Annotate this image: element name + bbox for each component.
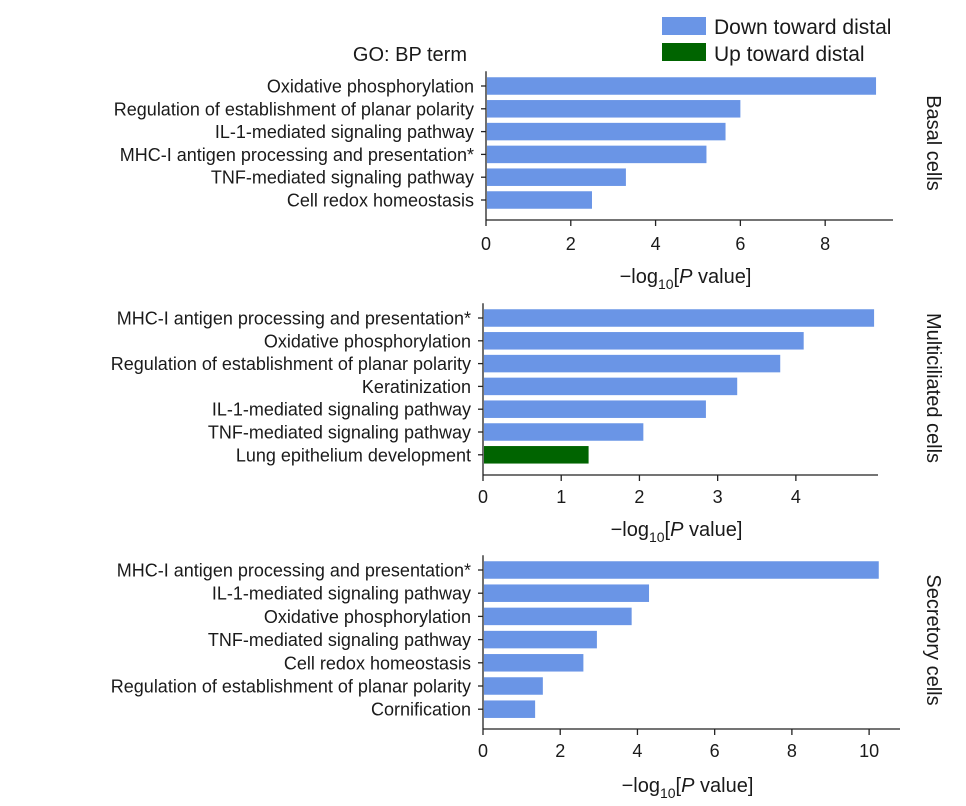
x-axis-title-basal-cells: −log10[P value] (620, 266, 752, 292)
category-label-basal-cells: Regulation of establishment of planar po… (114, 99, 474, 119)
bar-multiciliated-cells-il-1-mediated-signaling-pathway (484, 400, 706, 418)
bar-secretory-cells-regulation-of-establishment-of-planar-polarity (484, 677, 543, 695)
bar-multiciliated-cells-mhc-i-antigen-processing-and-presentation (484, 309, 875, 327)
x-tick-label-multiciliated-cells: 0 (478, 487, 488, 507)
x-tick-label-secretory-cells: 10 (859, 741, 879, 761)
category-label-basal-cells: TNF-mediated signaling pathway (211, 168, 474, 188)
x-tick-label-secretory-cells: 4 (632, 741, 642, 761)
x-tick-label-basal-cells: 0 (481, 234, 491, 254)
category-label-multiciliated-cells: Keratinization (362, 377, 471, 397)
go-term-header: GO: BP term (353, 44, 467, 66)
legend-label-down: Down toward distal (714, 16, 891, 39)
category-label-basal-cells: Cell redox homeostasis (287, 191, 474, 211)
x-tick-label-multiciliated-cells: 1 (556, 487, 566, 507)
x-tick-label-basal-cells: 4 (651, 234, 661, 254)
panel-title-multiciliated-cells: Multiciliated cells (922, 313, 944, 463)
bar-secretory-cells-il-1-mediated-signaling-pathway (484, 584, 650, 602)
bar-secretory-cells-mhc-i-antigen-processing-and-presentation (484, 561, 879, 579)
category-label-multiciliated-cells: Lung epithelium development (236, 445, 471, 465)
bar-secretory-cells-tnf-mediated-signaling-pathway (484, 630, 597, 649)
x-tick-label-basal-cells: 6 (735, 234, 745, 254)
x-tick-label-multiciliated-cells: 4 (791, 487, 801, 507)
bar-basal-cells-tnf-mediated-signaling-pathway (487, 168, 626, 186)
bar-basal-cells-il-1-mediated-signaling-pathway (487, 122, 726, 141)
category-label-secretory-cells: MHC-I antigen processing and presentatio… (117, 561, 471, 581)
category-label-secretory-cells: Regulation of establishment of planar po… (111, 677, 471, 697)
category-label-multiciliated-cells: MHC-I antigen processing and presentatio… (117, 309, 471, 329)
category-label-secretory-cells: TNF-mediated signaling pathway (208, 630, 471, 650)
x-tick-label-secretory-cells: 6 (710, 741, 720, 761)
legend-swatch-up (662, 43, 706, 61)
x-axis-title-secretory-cells: −log10[P value] (622, 775, 754, 801)
panel-multiciliated-cells: MHC-I antigen processing and presentatio… (111, 303, 944, 545)
category-label-secretory-cells: IL-1-mediated signaling pathway (212, 584, 471, 604)
bar-multiciliated-cells-tnf-mediated-signaling-pathway (484, 423, 644, 441)
x-tick-label-basal-cells: 2 (566, 234, 576, 254)
panel-title-secretory-cells: Secretory cells (922, 574, 944, 705)
bar-multiciliated-cells-lung-epithelium-development (484, 446, 589, 464)
bar-multiciliated-cells-regulation-of-establishment-of-planar-polarity (484, 354, 781, 373)
category-label-multiciliated-cells: TNF-mediated signaling pathway (208, 423, 471, 443)
category-label-multiciliated-cells: IL-1-mediated signaling pathway (212, 400, 471, 420)
bar-basal-cells-regulation-of-establishment-of-planar-polarity (487, 100, 741, 118)
legend-swatch-down (662, 17, 706, 35)
bar-multiciliated-cells-keratinization (484, 377, 738, 396)
category-label-secretory-cells: Oxidative phosphorylation (264, 607, 471, 627)
x-axis-title-multiciliated-cells: −log10[P value] (611, 519, 743, 545)
panel-secretory-cells: MHC-I antigen processing and presentatio… (111, 555, 944, 801)
x-tick-label-secretory-cells: 0 (478, 741, 488, 761)
x-tick-label-multiciliated-cells: 3 (713, 487, 723, 507)
bar-secretory-cells-oxidative-phosphorylation (484, 607, 632, 626)
category-label-multiciliated-cells: Oxidative phosphorylation (264, 331, 471, 351)
bar-basal-cells-cell-redox-homeostasis (487, 191, 592, 209)
bar-secretory-cells-cell-redox-homeostasis (484, 654, 584, 672)
category-label-basal-cells: IL-1-mediated signaling pathway (215, 122, 474, 142)
category-label-basal-cells: Oxidative phosphorylation (267, 77, 474, 97)
bar-basal-cells-oxidative-phosphorylation (487, 77, 877, 95)
legend: Down toward distal Up toward distal (662, 16, 891, 66)
bar-multiciliated-cells-oxidative-phosphorylation (484, 332, 804, 350)
x-tick-label-basal-cells: 8 (820, 234, 830, 254)
category-label-multiciliated-cells: Regulation of establishment of planar po… (111, 354, 471, 374)
x-tick-label-secretory-cells: 2 (555, 741, 565, 761)
panel-title-basal-cells: Basal cells (922, 95, 944, 191)
category-label-basal-cells: MHC-I antigen processing and presentatio… (120, 145, 474, 165)
category-label-secretory-cells: Cornification (371, 700, 471, 720)
x-tick-label-multiciliated-cells: 2 (634, 487, 644, 507)
bar-basal-cells-mhc-i-antigen-processing-and-presentation (487, 145, 707, 164)
category-label-secretory-cells: Cell redox homeostasis (284, 653, 471, 673)
x-tick-label-secretory-cells: 8 (787, 741, 797, 761)
legend-label-up: Up toward distal (714, 43, 865, 66)
bar-secretory-cells-cornification (484, 700, 536, 718)
